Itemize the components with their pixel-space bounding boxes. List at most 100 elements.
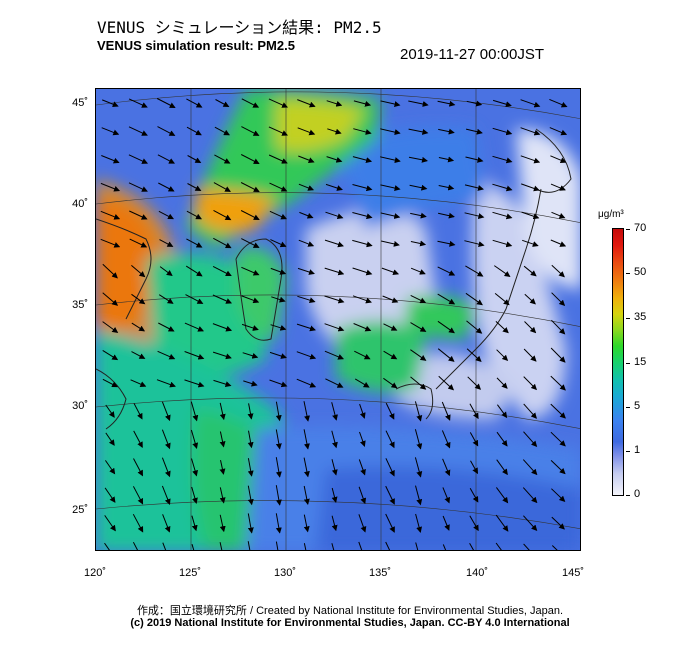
wind-arrow	[296, 323, 316, 332]
wind-arrow	[240, 182, 260, 192]
wind-arrow	[352, 156, 373, 164]
wind-arrow	[186, 210, 202, 220]
wind-arrow	[383, 377, 398, 389]
wind-arrow	[241, 295, 260, 304]
wind-arrow	[550, 347, 566, 363]
wind-arrow	[464, 240, 485, 248]
wind-arrow	[410, 349, 427, 361]
wind-arrow	[303, 485, 310, 505]
wind-arrow	[133, 403, 143, 420]
wind-arrow	[496, 349, 509, 362]
wind-arrow	[466, 100, 483, 107]
wind-arrow	[523, 403, 537, 419]
wind-arrow	[358, 486, 367, 505]
wind-arrow	[354, 350, 371, 360]
wind-arrow	[358, 459, 366, 476]
wind-arrow	[190, 401, 199, 422]
wind-arrow	[131, 265, 146, 278]
wind-arrow	[275, 429, 282, 450]
wind-arrow	[219, 431, 226, 448]
wind-arrow	[184, 351, 205, 360]
wind-arrow	[437, 266, 456, 276]
forecast-timestamp: 2019-11-27 00:00JST	[400, 46, 544, 63]
wind-arrow	[275, 513, 282, 534]
wind-arrow	[331, 430, 338, 449]
title-english: VENUS simulation result: PM2.5	[97, 38, 295, 53]
wind-arrow	[522, 239, 539, 247]
wind-arrow	[191, 544, 195, 550]
wind-arrow	[549, 98, 568, 108]
wind-arrow	[437, 240, 456, 247]
wind-arrow	[247, 541, 251, 550]
wind-arrow	[161, 429, 171, 450]
wind-arrow	[275, 457, 282, 478]
wind-arrow	[496, 431, 508, 447]
wind-arrow	[247, 485, 254, 506]
colorbar-tick	[626, 495, 630, 496]
wind-arrow	[275, 541, 279, 550]
wind-arrow	[241, 238, 260, 248]
wind-arrow	[437, 212, 455, 219]
wind-arrow	[410, 376, 427, 390]
lon-label-125: 125˚	[178, 567, 202, 579]
wind-arrow	[380, 240, 400, 247]
wind-arrow	[268, 126, 289, 136]
wind-arrow	[242, 352, 259, 359]
colorbar-label-5: 5	[634, 400, 641, 412]
wind-arrow	[158, 322, 175, 332]
wind-arrow	[213, 182, 231, 192]
wind-arrow	[550, 460, 566, 475]
wind-arrow	[354, 378, 370, 388]
wind-arrow	[213, 379, 232, 388]
wind-arrow	[437, 293, 456, 305]
wind-arrow	[380, 128, 401, 136]
wind-arrow	[495, 542, 502, 550]
wind-arrow	[464, 212, 485, 219]
wind-arrow	[158, 294, 174, 304]
wind-arrow	[380, 156, 401, 164]
wind-arrow	[128, 126, 148, 136]
wind-arrow	[129, 238, 148, 248]
wind-arrow	[303, 457, 310, 478]
wind-arrow	[380, 100, 401, 107]
wind-arrow	[382, 295, 399, 303]
wind-arrow	[331, 515, 338, 532]
wind-arrow	[441, 430, 451, 449]
wind-arrow	[550, 155, 567, 164]
wind-arrow	[184, 322, 205, 332]
wind-arrow	[297, 127, 316, 136]
wind-arrow	[492, 183, 513, 192]
colorbar-tick	[626, 273, 630, 274]
wind-arrow	[352, 239, 373, 248]
wind-arrow	[102, 292, 119, 306]
wind-arrow	[161, 401, 171, 422]
wind-arrow	[385, 485, 395, 505]
wind-arrow	[158, 210, 174, 220]
wind-arrow	[191, 515, 198, 532]
wind-arrow	[358, 514, 367, 533]
wind-arrow	[324, 295, 345, 304]
wind-arrow	[104, 515, 116, 532]
wind-arrow	[161, 485, 171, 506]
wind-arrow	[158, 182, 175, 192]
wind-arrow	[492, 211, 513, 220]
wind-arrow	[523, 431, 538, 448]
wind-arrow	[240, 154, 260, 164]
wind-arrow	[550, 375, 566, 391]
wind-arrow	[331, 487, 338, 503]
wind-arrow	[133, 458, 143, 477]
wind-arrow	[358, 541, 363, 550]
lon-label-140: 140˚	[465, 567, 489, 579]
wind-arrow	[159, 239, 174, 247]
colorbar-label-35: 35	[634, 311, 647, 323]
lat-label-40: 40˚	[72, 198, 88, 210]
wind-arrow	[219, 487, 226, 504]
wind-arrow	[101, 127, 120, 136]
wind-arrow	[102, 349, 119, 361]
wind-arrow	[131, 293, 146, 305]
wind-arrow	[465, 128, 483, 135]
wind-arrow	[550, 239, 567, 247]
wind-arrow	[102, 263, 118, 279]
wind-arrow	[212, 323, 233, 332]
colorbar-unit: μg/m³	[598, 209, 624, 220]
